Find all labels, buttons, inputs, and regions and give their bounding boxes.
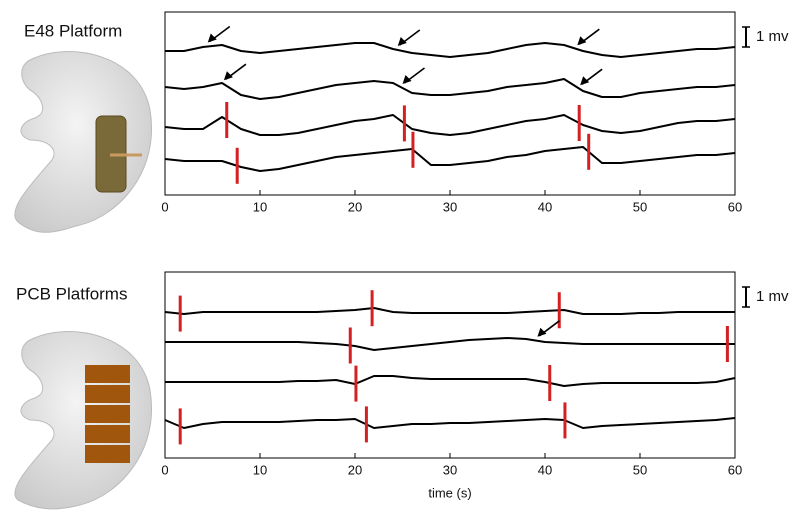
x-tick-label: 60 bbox=[728, 462, 742, 477]
arrow-head bbox=[402, 75, 412, 84]
trace bbox=[164, 146, 736, 172]
x-tick-label: 60 bbox=[728, 199, 742, 214]
brain-e48 bbox=[14, 51, 152, 233]
trace bbox=[165, 375, 736, 387]
trace bbox=[164, 417, 736, 429]
trace bbox=[164, 114, 736, 136]
x-tick-label: 40 bbox=[538, 199, 552, 214]
x-axis-label: time (s) bbox=[428, 485, 471, 500]
arrow-head bbox=[223, 71, 233, 81]
x-tick-label: 0 bbox=[161, 462, 168, 477]
trace bbox=[165, 42, 736, 58]
chart-title: PCB Platforms bbox=[16, 284, 127, 303]
brain-pcb bbox=[14, 331, 152, 510]
scale-label: 1 mv bbox=[756, 288, 789, 305]
x-tick-label: 10 bbox=[253, 199, 267, 214]
trace bbox=[164, 307, 735, 315]
x-tick-label: 20 bbox=[348, 199, 362, 214]
plot-frame bbox=[164, 271, 736, 459]
arrow-head bbox=[577, 36, 587, 46]
plot-frame bbox=[164, 11, 736, 196]
x-tick-label: 0 bbox=[161, 199, 168, 214]
arrow-head bbox=[207, 33, 217, 43]
x-tick-label: 30 bbox=[443, 462, 457, 477]
arrow-head bbox=[537, 327, 547, 337]
arrow-head bbox=[580, 76, 590, 86]
trace bbox=[164, 78, 736, 100]
trace bbox=[165, 337, 735, 351]
scale-label: 1 mv bbox=[756, 28, 789, 45]
x-tick-label: 20 bbox=[348, 462, 362, 477]
arrow-head bbox=[397, 37, 407, 46]
x-tick-label: 50 bbox=[633, 462, 647, 477]
x-tick-label: 30 bbox=[443, 199, 457, 214]
x-tick-label: 50 bbox=[633, 199, 647, 214]
chart-title: E48 Platform bbox=[24, 21, 122, 40]
x-tick-label: 10 bbox=[253, 462, 267, 477]
x-tick-label: 40 bbox=[538, 462, 552, 477]
